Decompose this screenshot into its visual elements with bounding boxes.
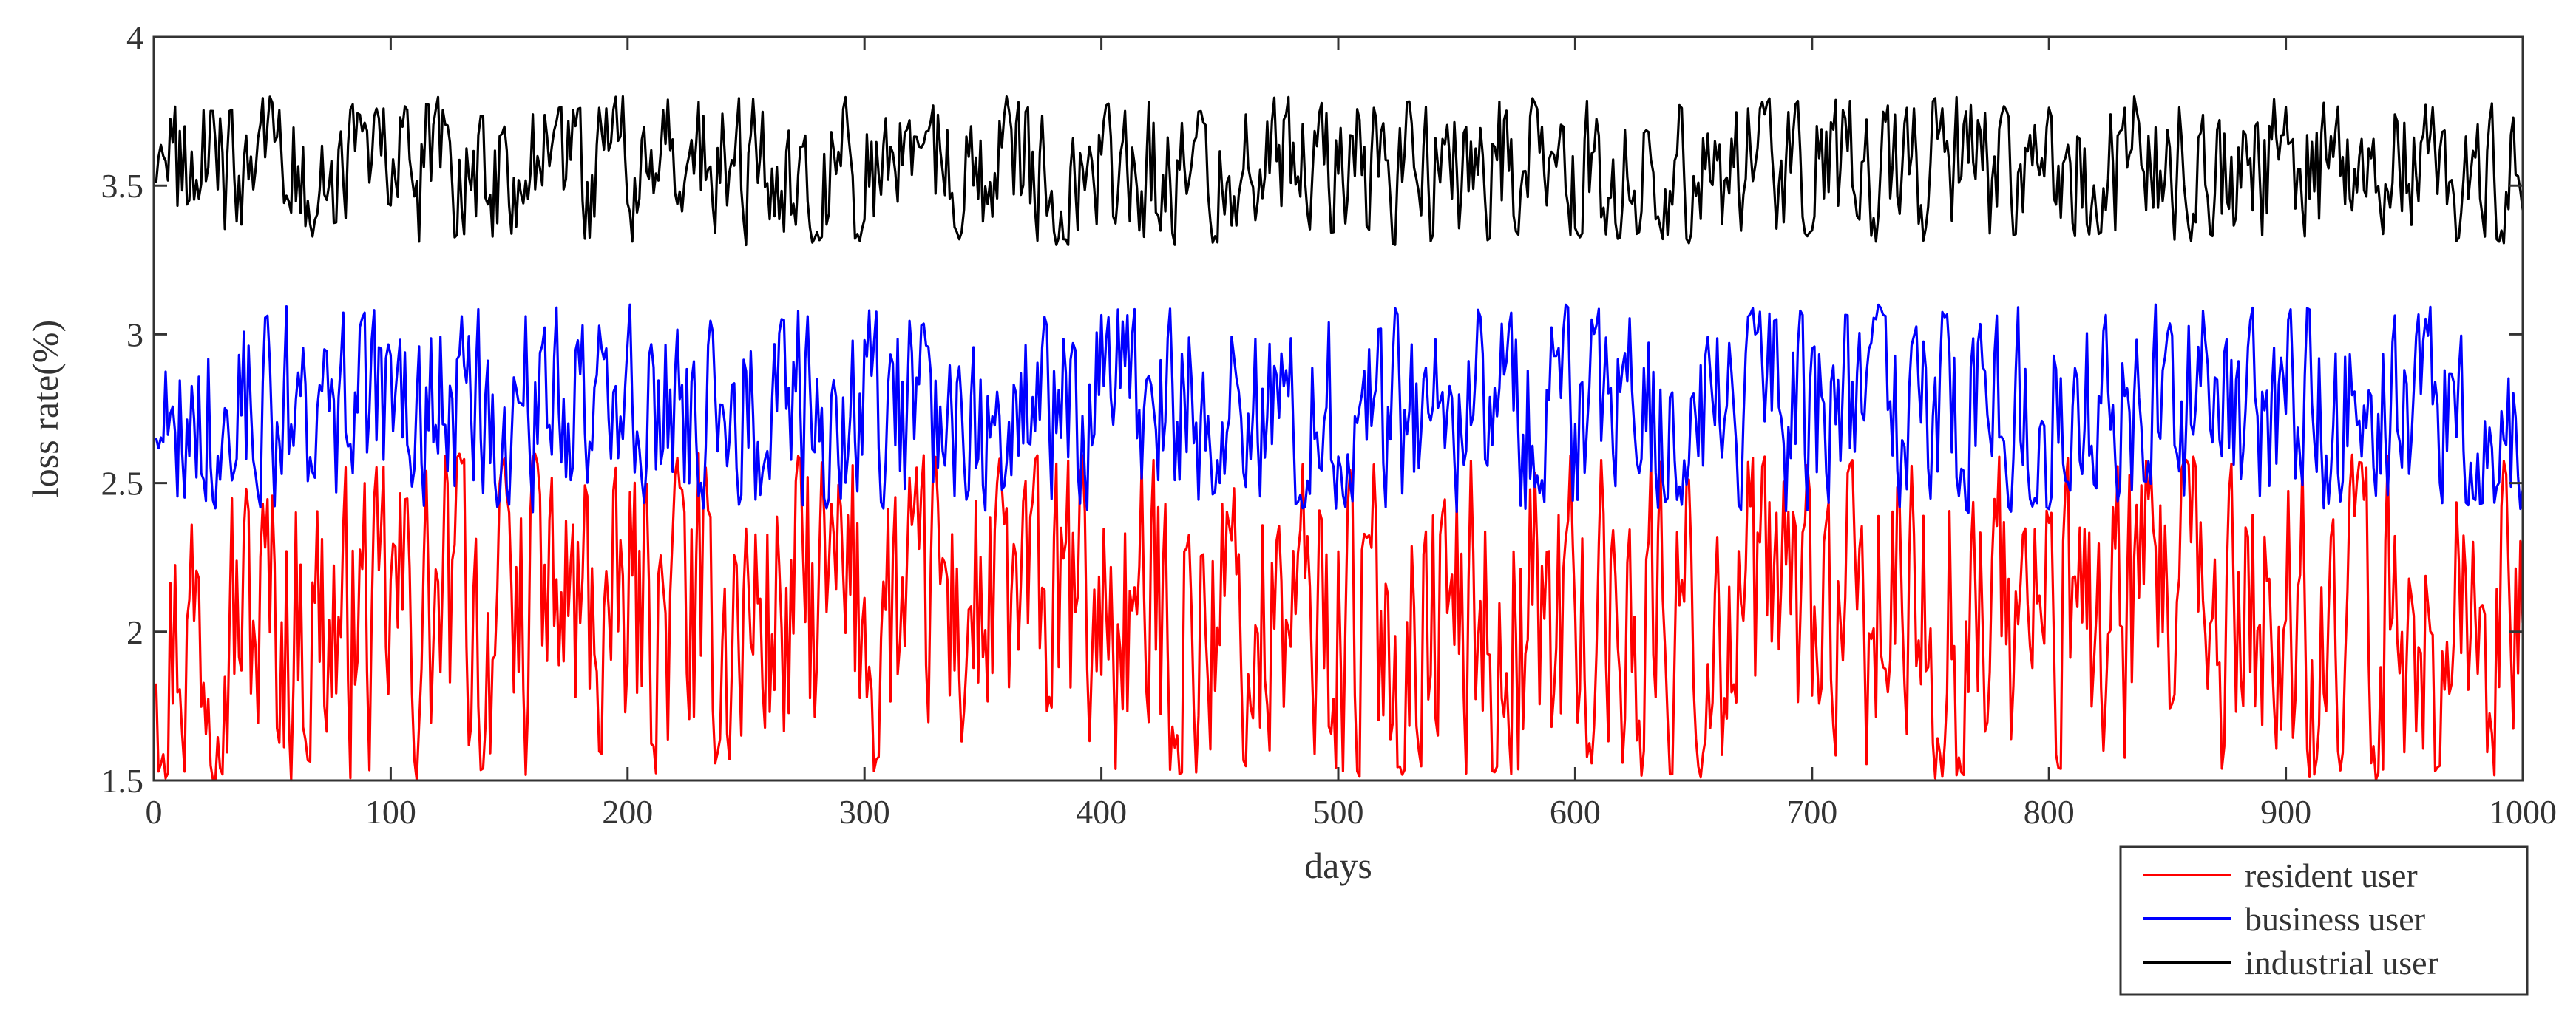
tick-layer: 0 100 200 300 400 500 600 700 800 900 1000 1.5 2 2.5 3… (101, 18, 2558, 831)
x-tick-label: 700 (1786, 793, 1837, 831)
x-tick-label: 900 (2260, 793, 2311, 831)
y-tick-label: 3 (126, 316, 143, 353)
y-axis-label: loss rate(%) (24, 320, 66, 497)
legend: resident user business user industrial use… (2119, 845, 2529, 996)
y-tick-label: 2 (126, 613, 143, 651)
x-tick-label: 400 (1076, 793, 1127, 831)
legend-label: business user (2245, 900, 2425, 938)
series-line-business-user (155, 303, 2524, 514)
x-tick-label: 0 (146, 793, 163, 831)
legend-box (2119, 845, 2529, 996)
y-tick-label: 1.5 (101, 762, 144, 800)
x-tick-label: 800 (2024, 793, 2075, 831)
y-tick-label: 3.5 (101, 167, 144, 205)
x-axis-label: days (1304, 845, 1372, 886)
x-tick-label: 200 (602, 793, 653, 831)
x-tick-label: 500 (1313, 793, 1364, 831)
legend-label: industrial user (2245, 944, 2438, 981)
y-tick-label: 4 (126, 18, 143, 56)
x-tick-label: 300 (839, 793, 890, 831)
x-tick-label: 100 (365, 793, 416, 831)
legend-label: resident user (2245, 857, 2418, 894)
x-tick-label: 600 (1550, 793, 1601, 831)
x-tick-label: 1000 (2489, 793, 2557, 831)
series-line-industrial-user (155, 95, 2524, 247)
y-tick-label: 2.5 (101, 465, 144, 503)
series-layer (155, 95, 2524, 782)
series-line-resident-user (155, 452, 2524, 782)
